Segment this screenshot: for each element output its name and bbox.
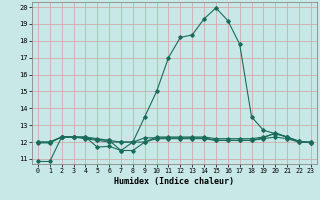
X-axis label: Humidex (Indice chaleur): Humidex (Indice chaleur)	[115, 177, 234, 186]
